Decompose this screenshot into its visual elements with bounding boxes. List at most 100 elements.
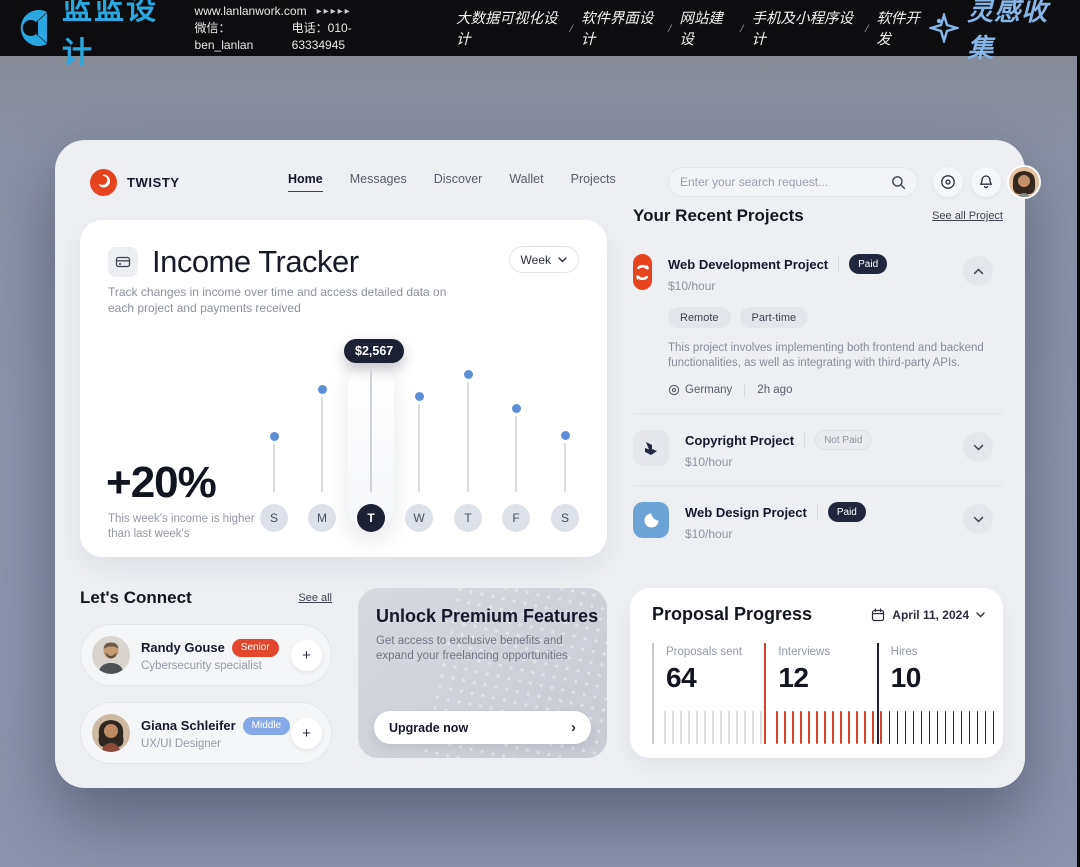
project-tag[interactable]: Part-time: [739, 307, 809, 328]
project-expand-button[interactable]: [963, 432, 993, 462]
premium-subtitle: Get access to exclusive benefits and exp…: [376, 635, 568, 662]
income-tracker-title: Income Tracker: [152, 244, 359, 279]
chart-column-line: [370, 370, 372, 492]
period-select[interactable]: Week: [508, 246, 579, 273]
upgrade-button[interactable]: Upgrade now ›: [374, 711, 591, 744]
people-list: Randy Gouse Senior Cybersecurity specialis…: [80, 624, 332, 764]
plus-icon: +: [302, 646, 311, 664]
notifications-button[interactable]: [971, 167, 1001, 197]
payment-status-badge: Not Paid: [815, 430, 872, 450]
banner-service-item[interactable]: 网站建设: [679, 11, 723, 48]
banner-website[interactable]: www.lanlanwork.com: [194, 3, 307, 18]
tick-mark: [896, 711, 899, 744]
see-all-connect-link[interactable]: See all: [298, 592, 332, 604]
tick-mark: [672, 711, 674, 744]
project-tags: Remote Part-time: [668, 307, 1030, 328]
date-value: April 11, 2024: [892, 607, 969, 622]
tick-mark: [816, 711, 818, 744]
add-person-button[interactable]: +: [291, 639, 322, 671]
date-select[interactable]: April 11, 2024: [871, 608, 985, 622]
project-icon-design-icon: [633, 502, 669, 538]
banner-collection: 灵感收集: [929, 0, 1080, 65]
search-input[interactable]: [680, 175, 891, 189]
nav-item-projects[interactable]: Projects: [570, 172, 616, 186]
banner-service-item[interactable]: 手机及小程序设计: [751, 11, 854, 48]
banner-contact: www.lanlanwork.com ▸▸▸▸▸ 微信：ben_lanlan 电…: [195, 3, 396, 54]
banner-phone: 电话：010-63334945: [291, 20, 352, 52]
chevron-up-icon: [973, 267, 984, 275]
chart-column-line: [564, 443, 566, 492]
nav-item-messages[interactable]: Messages: [349, 172, 407, 186]
tick-mark: [792, 711, 794, 744]
nav-item-home[interactable]: Home: [288, 172, 323, 192]
tick-mark: [880, 711, 882, 744]
project-meta: Germany 2h ago: [668, 383, 1030, 397]
add-person-button[interactable]: +: [291, 717, 322, 749]
page-right-edge: [1077, 0, 1080, 867]
plus-icon: +: [302, 724, 311, 742]
bell-icon: [978, 174, 994, 190]
person-card[interactable]: Randy Gouse Senior Cybersecurity specialis…: [80, 624, 332, 686]
project-name: Copyright Project: [685, 432, 795, 448]
copyright-icon: [642, 439, 661, 458]
project-row: Copyright Project Not Paid $10/hour: [633, 430, 1003, 469]
header-icons: [933, 167, 1039, 197]
brand-name: TWISTY: [127, 174, 180, 190]
tick-mark: [968, 711, 971, 744]
project-expand-button[interactable]: [963, 256, 993, 286]
search-icon[interactable]: [891, 175, 906, 190]
brand[interactable]: TWISTY: [90, 168, 180, 196]
recent-projects-section: Your Recent Projects See all Project Web…: [633, 206, 1003, 541]
user-avatar[interactable]: [1009, 167, 1039, 197]
banner-services: 大数据可视化设计 / 软件界面设计 / 网站建设 / 手机及小程序设计 / 软件开发: [456, 7, 929, 49]
day-chip-6[interactable]: S: [551, 504, 579, 532]
stat-column: Hires 10: [876, 643, 995, 744]
tick-mark: [920, 711, 923, 744]
day-chip-0[interactable]: S: [260, 504, 288, 532]
target-button[interactable]: [933, 167, 963, 197]
project-tag[interactable]: Remote: [668, 307, 731, 328]
banner-service-item[interactable]: 软件开发: [876, 11, 920, 48]
day-chip-2[interactable]: T: [357, 504, 385, 532]
project-row: Web Development Project Paid $10/hour Remot…: [633, 254, 1003, 397]
proposal-stats: Proposals sent 64 Interviews 12 Hires 10: [652, 643, 995, 744]
day-chip-4[interactable]: T: [454, 504, 482, 532]
service-separator: /: [569, 20, 573, 35]
day-chip-3[interactable]: W: [405, 504, 433, 532]
app-header: TWISTY Home Messages Discover Wallet Project…: [90, 164, 1039, 200]
stat-column: Proposals sent 64: [652, 643, 764, 744]
see-all-projects-link[interactable]: See all Project: [932, 210, 1003, 222]
project-body: Web Development Project Paid $10/hour Remot…: [668, 254, 1030, 397]
day-chip-5[interactable]: F: [502, 504, 530, 532]
chart-column-line: [273, 444, 275, 492]
nav-item-discover[interactable]: Discover: [433, 172, 483, 186]
stat-value: 64: [666, 662, 697, 693]
day-chip-1[interactable]: M: [308, 504, 336, 532]
premium-title: Unlock Premium Features: [376, 606, 599, 626]
banner-service-item[interactable]: 大数据可视化设计: [456, 11, 558, 48]
tick-mark: [848, 711, 850, 744]
chart-column-line: [321, 397, 323, 492]
chart-column-line: [418, 404, 420, 492]
project-expand-button[interactable]: [963, 504, 993, 534]
top-banner: 蓝蓝设计 www.lanlanwork.com ▸▸▸▸▸ 微信：ben_lan…: [0, 0, 1080, 70]
chevron-right-icon: ›: [571, 719, 576, 736]
banner-logo: 蓝蓝设计: [0, 0, 177, 72]
chart-data-dot: [463, 369, 473, 379]
sync-icon: [633, 263, 652, 282]
nav-item-wallet[interactable]: Wallet: [509, 172, 544, 186]
project-icon-copyright-icon: [633, 430, 669, 466]
tick-mark: [688, 711, 690, 744]
banner-service-item[interactable]: 软件界面设计: [580, 11, 654, 48]
tick-mark: [976, 711, 979, 744]
premium-card: Unlock Premium Features Get access to ex…: [358, 588, 607, 758]
tick-mark: [984, 711, 987, 744]
person-name-row: Randy Gouse Senior: [141, 638, 279, 657]
person-card[interactable]: Giana Schleifer Middle UX/UI Designer +: [80, 702, 332, 764]
tick-mark: [736, 711, 738, 744]
chevron-down-icon: [973, 516, 984, 523]
tick-mark: [936, 711, 939, 744]
person-role: Cybersecurity specialist: [141, 659, 262, 672]
search-bar[interactable]: [668, 167, 918, 197]
chevron-down-icon: [558, 256, 567, 263]
